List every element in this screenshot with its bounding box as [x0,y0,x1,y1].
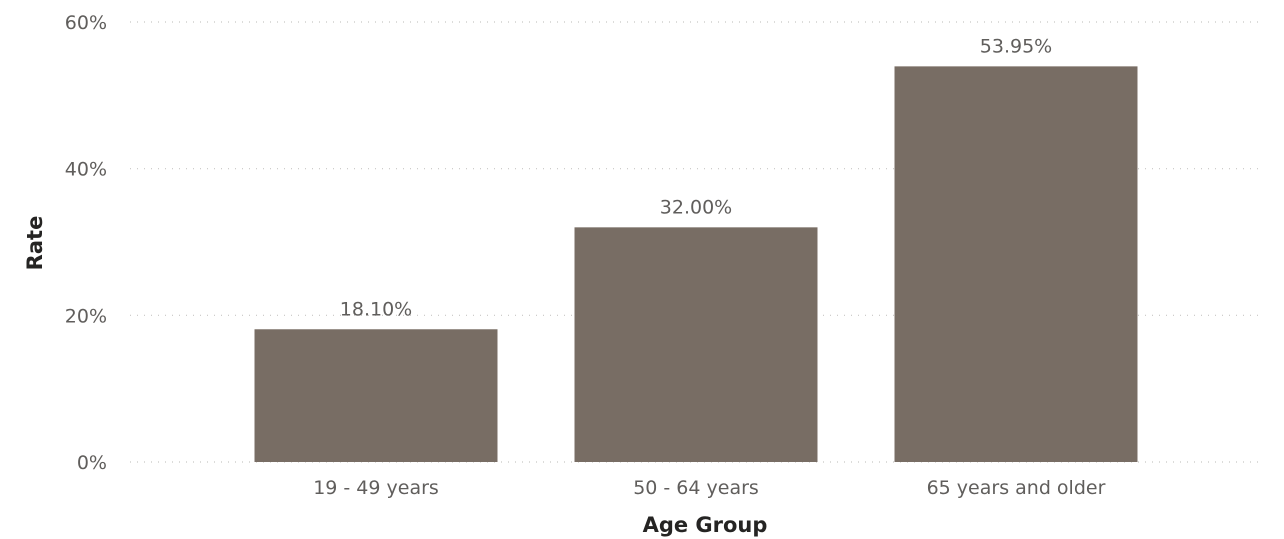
bars [254,66,1138,462]
bar[interactable] [894,66,1138,462]
x-axis-title: Age Group [643,513,768,537]
data-label: 53.95% [980,35,1052,57]
y-axis-ticks: 0% 20% 40% 60% [65,12,107,474]
x-category-label: 50 - 64 years [633,477,759,499]
bar[interactable] [574,227,818,462]
y-tick-label: 60% [65,12,107,34]
data-labels: 18.10% 32.00% 53.95% [340,35,1052,320]
y-tick-label: 40% [65,159,107,181]
data-label: 32.00% [660,196,732,218]
x-category-label: 65 years and older [927,477,1106,499]
y-tick-label: 0% [77,452,107,474]
x-axis-categories: 19 - 49 years 50 - 64 years 65 years and o… [313,477,1105,499]
data-label: 18.10% [340,298,412,320]
x-category-label: 19 - 49 years [313,477,439,499]
y-tick-label: 20% [65,305,107,327]
y-axis-title: Rate [23,216,47,271]
bar[interactable] [254,329,498,462]
